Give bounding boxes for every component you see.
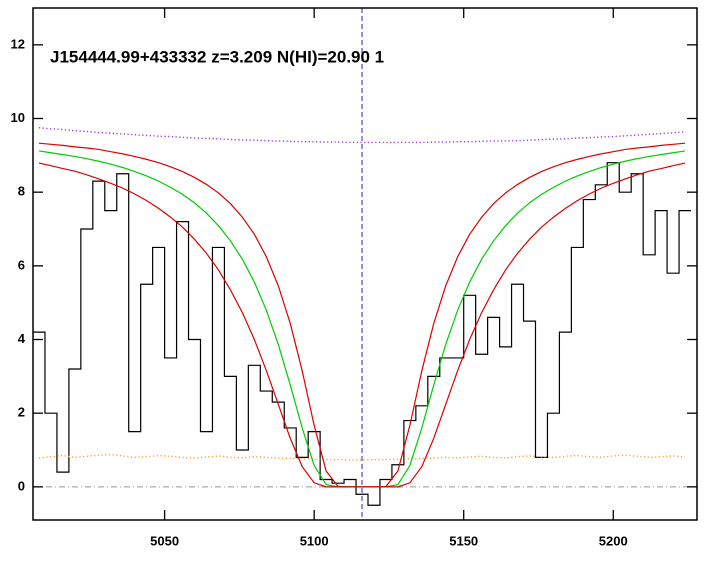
x-tick-label: 5100	[300, 533, 329, 548]
series-line	[38, 162, 686, 488]
y-tick-label: 0	[18, 478, 25, 493]
y-tick-label: 8	[18, 184, 25, 199]
x-tick-label: 5150	[449, 533, 478, 548]
flux-step	[33, 162, 692, 506]
y-tick-label: 4	[18, 331, 26, 346]
x-tick-label: 5200	[599, 533, 628, 548]
y-tick-label: 6	[18, 257, 25, 272]
y-tick-label: 10	[11, 110, 25, 125]
plot-frame	[32, 7, 698, 521]
plot-area	[33, 8, 697, 520]
chart-title: J154444.99+433332 z=3.209 N(HI)=20.90 1	[50, 47, 384, 66]
series-line	[38, 127, 686, 144]
series-line	[38, 453, 686, 461]
x-tick-label: 5050	[150, 533, 179, 548]
y-tick-label: 2	[18, 405, 25, 420]
y-tick-label: 12	[11, 36, 25, 51]
